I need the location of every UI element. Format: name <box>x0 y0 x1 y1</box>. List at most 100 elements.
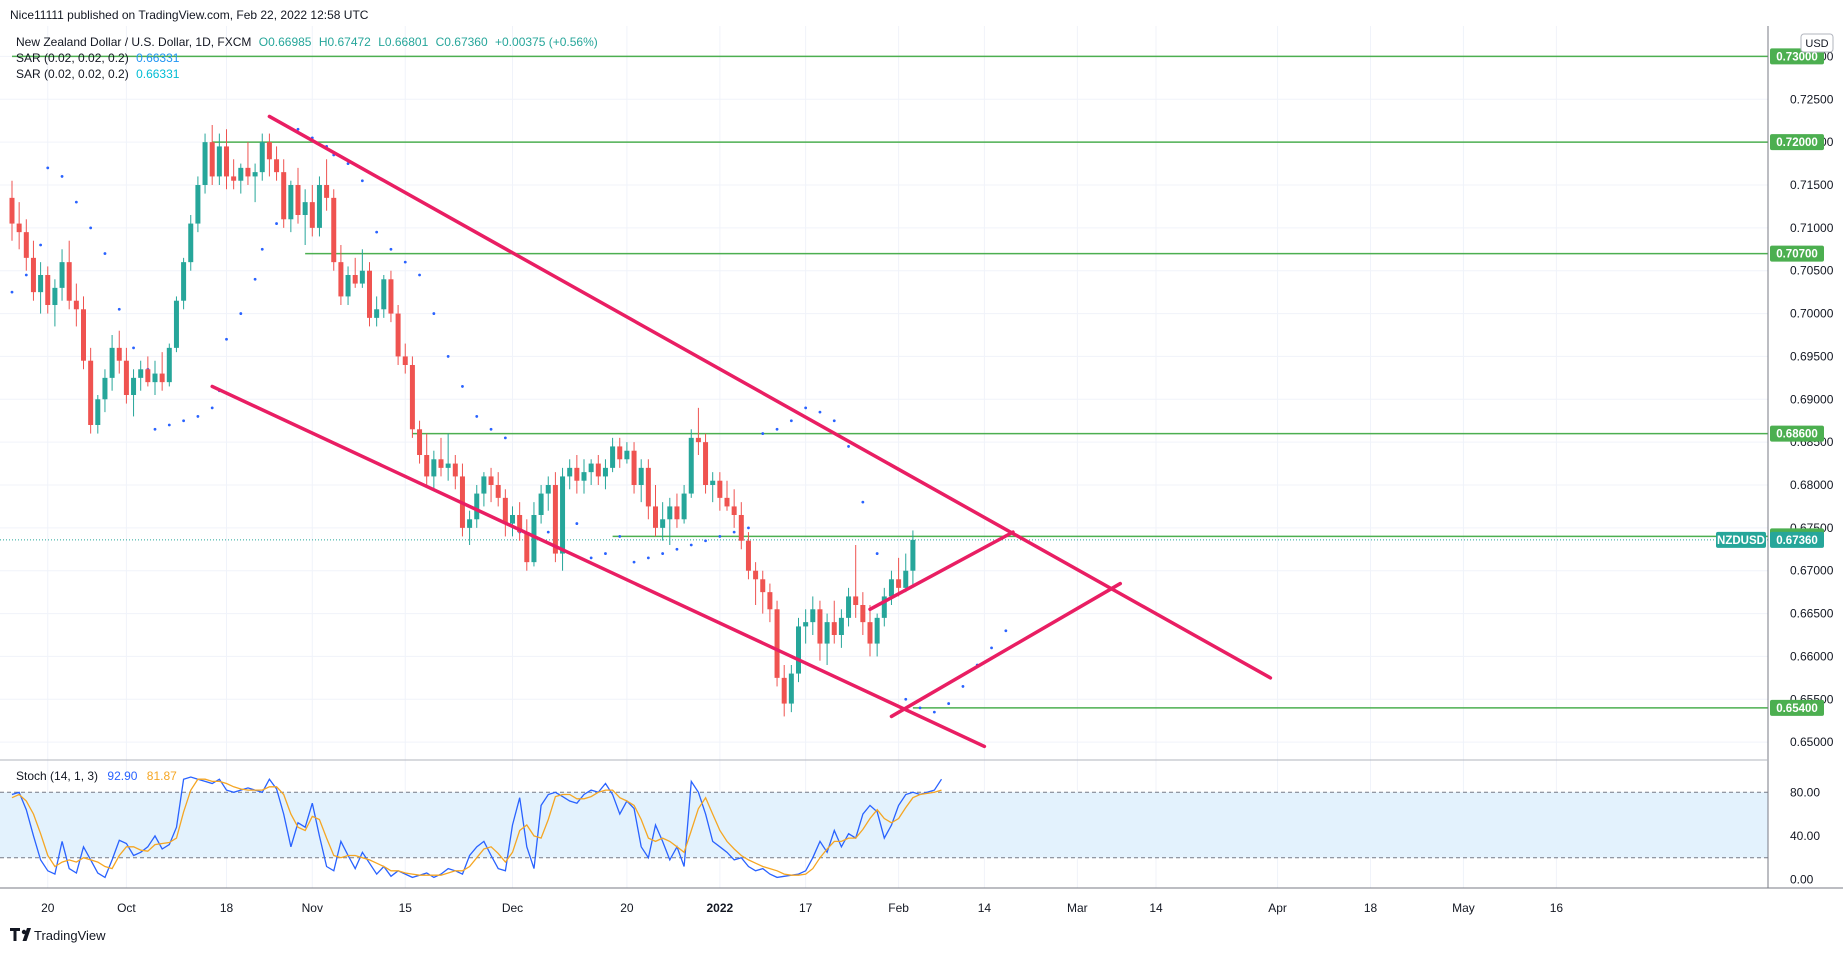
candle[interactable] <box>438 437 444 477</box>
candle[interactable] <box>417 420 423 464</box>
candle[interactable] <box>224 129 229 190</box>
time-axis[interactable]: 20 Oct 18 Nov 15 Dec 20 2022 17 Feb 14 Mar 14 Apr 18 Ma… <box>41 901 1563 915</box>
sar-legend-1[interactable]: SAR (0.02, 0.02, 0.2) 0.66331 <box>16 51 180 65</box>
candle[interactable] <box>631 442 637 494</box>
candle[interactable] <box>567 459 573 490</box>
candle[interactable] <box>760 570 766 614</box>
candle[interactable] <box>431 450 437 490</box>
candle[interactable] <box>724 480 730 511</box>
symbol-tag[interactable]: NZDUSD <box>1716 531 1766 548</box>
candle[interactable] <box>767 583 773 623</box>
candle[interactable] <box>846 587 852 627</box>
candle[interactable] <box>95 395 101 434</box>
candle[interactable] <box>452 455 458 490</box>
candle[interactable] <box>309 185 315 237</box>
candle[interactable] <box>409 356 415 438</box>
candle[interactable] <box>388 270 394 323</box>
currency-button[interactable] <box>1800 33 1834 53</box>
level-price-tag[interactable]: 0.72000 <box>1770 134 1824 151</box>
candle[interactable] <box>202 133 208 194</box>
candle[interactable] <box>474 485 480 528</box>
candle[interactable] <box>588 459 594 485</box>
stoch-legend[interactable]: Stoch (14, 1, 3) 92.90 81.87 <box>16 769 177 783</box>
candle[interactable] <box>302 189 308 245</box>
candle[interactable] <box>374 296 380 327</box>
candle[interactable] <box>617 437 623 468</box>
candle[interactable] <box>459 463 465 537</box>
candle[interactable] <box>116 330 122 374</box>
candle[interactable] <box>395 305 401 365</box>
candle[interactable] <box>638 459 644 503</box>
candle[interactable] <box>874 613 880 657</box>
candle[interactable] <box>131 369 137 417</box>
candle[interactable] <box>881 587 887 627</box>
candle[interactable] <box>853 545 859 618</box>
candle[interactable] <box>560 467 566 571</box>
candle[interactable] <box>9 180 15 241</box>
candle[interactable] <box>867 605 873 657</box>
candle[interactable] <box>445 433 451 481</box>
candle[interactable] <box>674 493 680 528</box>
candle[interactable] <box>796 617 801 683</box>
candle[interactable] <box>896 557 902 597</box>
candle[interactable] <box>288 180 294 233</box>
candle[interactable] <box>23 219 29 271</box>
candle[interactable] <box>345 266 351 305</box>
candle[interactable] <box>545 476 551 511</box>
candle[interactable] <box>66 240 72 310</box>
candle[interactable] <box>860 592 866 635</box>
candle[interactable] <box>703 433 709 494</box>
candle[interactable] <box>688 429 694 498</box>
candle[interactable] <box>324 159 330 211</box>
candle[interactable] <box>774 600 780 687</box>
candle[interactable] <box>595 455 601 485</box>
candle[interactable] <box>52 279 58 327</box>
candle[interactable] <box>402 343 408 374</box>
candle[interactable] <box>903 553 909 593</box>
candle[interactable] <box>209 125 215 185</box>
candle[interactable] <box>531 502 537 567</box>
candle[interactable] <box>88 347 94 434</box>
candle[interactable] <box>166 343 172 387</box>
candle[interactable] <box>195 176 201 233</box>
candle[interactable] <box>838 609 844 648</box>
candle[interactable] <box>910 530 916 588</box>
candle[interactable] <box>517 502 523 541</box>
candle[interactable] <box>145 356 151 387</box>
candle[interactable] <box>138 360 144 391</box>
candle[interactable] <box>745 532 751 580</box>
candle[interactable] <box>274 146 280 181</box>
trendline[interactable] <box>267 114 1273 680</box>
candle[interactable] <box>710 472 716 503</box>
candle[interactable] <box>738 502 744 550</box>
candle[interactable] <box>73 283 79 327</box>
candle[interactable] <box>510 506 515 537</box>
candle[interactable] <box>781 665 787 717</box>
candle[interactable] <box>59 249 65 301</box>
candle[interactable] <box>731 489 737 528</box>
candle[interactable] <box>38 262 44 314</box>
candle[interactable] <box>660 502 666 541</box>
candle[interactable] <box>610 437 616 473</box>
candle[interactable] <box>316 176 322 237</box>
level-price-tag[interactable]: 0.68600 <box>1770 425 1824 442</box>
candle[interactable] <box>653 485 658 537</box>
candle[interactable] <box>824 613 830 665</box>
candle[interactable] <box>524 519 530 571</box>
candle[interactable] <box>352 257 358 288</box>
sar-legend-2[interactable]: SAR (0.02, 0.02, 0.2) 0.66331 <box>16 67 180 81</box>
candle[interactable] <box>538 485 544 524</box>
candle[interactable] <box>381 275 387 318</box>
candle[interactable] <box>695 407 701 455</box>
candle[interactable] <box>424 433 430 485</box>
candle[interactable] <box>16 202 22 250</box>
candle[interactable] <box>231 159 237 190</box>
candle[interactable] <box>173 296 179 353</box>
candle[interactable] <box>281 159 287 228</box>
candle[interactable] <box>30 240 36 301</box>
candle[interactable] <box>159 352 165 391</box>
candle[interactable] <box>810 596 816 635</box>
candle[interactable] <box>216 133 222 185</box>
candle[interactable] <box>574 455 580 494</box>
candle[interactable] <box>45 266 51 314</box>
